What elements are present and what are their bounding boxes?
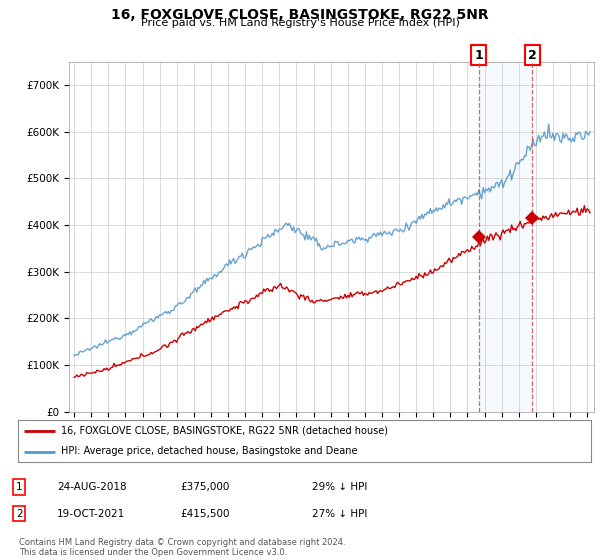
- Text: Price paid vs. HM Land Registry's House Price Index (HPI): Price paid vs. HM Land Registry's House …: [140, 18, 460, 28]
- Text: 16, FOXGLOVE CLOSE, BASINGSTOKE, RG22 5NR (detached house): 16, FOXGLOVE CLOSE, BASINGSTOKE, RG22 5N…: [61, 426, 388, 436]
- Text: 16, FOXGLOVE CLOSE, BASINGSTOKE, RG22 5NR: 16, FOXGLOVE CLOSE, BASINGSTOKE, RG22 5N…: [111, 8, 489, 22]
- Text: 19-OCT-2021: 19-OCT-2021: [57, 508, 125, 519]
- Text: 27% ↓ HPI: 27% ↓ HPI: [312, 508, 367, 519]
- Text: 2: 2: [16, 508, 23, 519]
- Text: HPI: Average price, detached house, Basingstoke and Deane: HPI: Average price, detached house, Basi…: [61, 446, 358, 456]
- Text: £375,000: £375,000: [180, 482, 229, 492]
- Text: 29% ↓ HPI: 29% ↓ HPI: [312, 482, 367, 492]
- Text: 1: 1: [16, 482, 23, 492]
- Text: Contains HM Land Registry data © Crown copyright and database right 2024.
This d: Contains HM Land Registry data © Crown c…: [19, 538, 346, 557]
- Text: 24-AUG-2018: 24-AUG-2018: [57, 482, 127, 492]
- Text: 1: 1: [474, 49, 483, 62]
- Text: £415,500: £415,500: [180, 508, 229, 519]
- Text: 2: 2: [528, 49, 537, 62]
- Bar: [479, 62, 532, 412]
